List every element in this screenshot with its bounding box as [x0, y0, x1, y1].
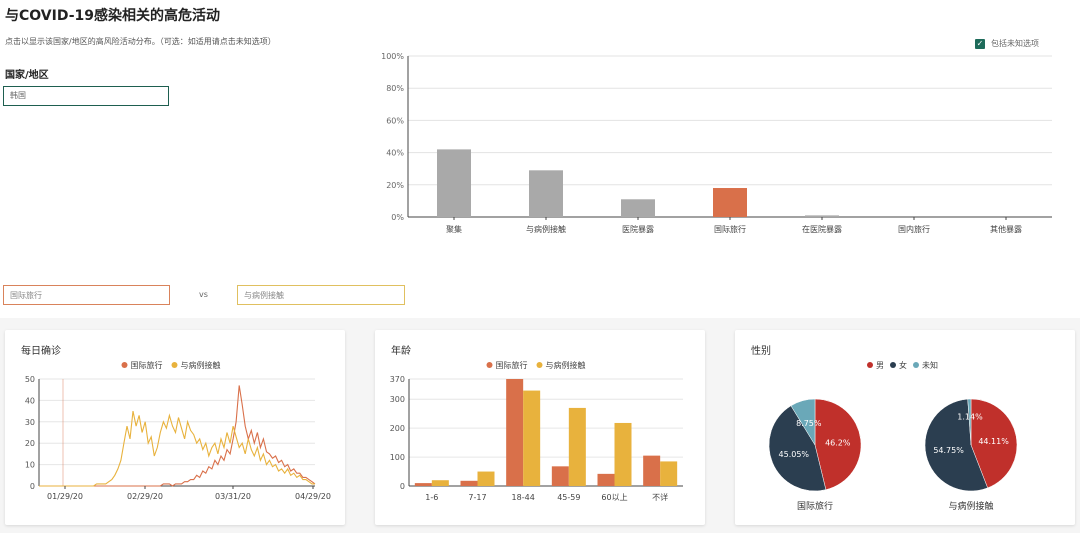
x-tick-label: 国际旅行: [714, 224, 746, 234]
y-tick-label: 40%: [386, 149, 404, 158]
legend-marker: [867, 362, 873, 368]
x-tick-label: 在医院暴露: [802, 224, 842, 234]
x-tick-label: 不详: [652, 492, 668, 502]
pie-value-label: 8.75%: [796, 419, 822, 428]
bar-1-4: [615, 423, 632, 486]
x-tick-label: 国内旅行: [898, 224, 930, 234]
x-tick-label: 7-17: [468, 493, 486, 502]
y-tick-label: 20%: [386, 181, 404, 190]
x-tick-label: 02/29/20: [127, 492, 163, 501]
x-tick-label: 1-6: [425, 493, 438, 502]
y-tick-label: 100: [390, 453, 405, 462]
y-tick-label: 20: [25, 439, 35, 448]
x-tick-label: 03/31/20: [215, 492, 251, 501]
x-tick-label: 医院暴露: [622, 224, 654, 234]
compare-select-left[interactable]: 国际旅行: [3, 285, 170, 305]
y-tick-label: 370: [390, 375, 405, 384]
legend-label: 女: [899, 360, 907, 370]
bar-2: [621, 199, 655, 217]
risk-activity-bar-chart: 0% 20% 40% 60% 80% 100% 聚集 与病例接触 医院暴露 国际旅行 在医院暴露 国内…: [380, 48, 1060, 278]
bar-1-2: [523, 391, 540, 486]
legend-marker: [913, 362, 919, 368]
top-panel: 与COVID-19感染相关的高危活动 点击以显示该国家/地区的高风险活动分布。（…: [0, 0, 1080, 318]
legend-label: 与病例接触: [181, 360, 221, 370]
bar-1-1: [478, 472, 495, 486]
pie-value-label: 45.05%: [779, 450, 810, 459]
gender-card: 性别 男 女 未知 46.2% 45.05% 8.75% 国际旅行 44.11% 54.75% 1…: [735, 330, 1075, 525]
x-tick-label: 聚集: [446, 224, 462, 234]
legend-marker: [122, 362, 128, 368]
y-tick-label: 200: [390, 424, 405, 433]
daily-confirmed-card: 每日确诊 国际旅行 与病例接触 0 10 20 30 40 50 01/29/20 02/29/2…: [5, 330, 345, 525]
y-tick-label: 40: [25, 396, 35, 405]
x-tick-label: 45-59: [557, 493, 580, 502]
pie-label: 与病例接触: [948, 500, 993, 512]
x-tick-label: 04/29/20: [295, 492, 331, 501]
legend-marker: [537, 362, 543, 368]
legend-label: 未知: [922, 360, 938, 370]
y-tick-label: 100%: [381, 52, 404, 61]
y-tick-label: 30: [25, 418, 35, 427]
age-card: 年龄 国际旅行 与病例接触 0 100 200 300 370 1-6 7-17 18-44 45-…: [375, 330, 705, 525]
bar-0-3: [552, 466, 569, 486]
x-tick-label: 60以上: [601, 493, 627, 502]
page-description: 点击以显示该国家/地区的高风险活动分布。（可选：如适用请点击未知选项）: [5, 36, 276, 47]
y-tick-label: 0: [30, 482, 35, 491]
x-tick-label: 01/29/20: [47, 492, 83, 501]
age-bar-chart: 国际旅行 与病例接触 0 100 200 300 370 1-6 7-17 18-44 45-59 6…: [375, 350, 705, 525]
bar-3: [713, 188, 747, 217]
x-tick-label: 与病例接触: [526, 224, 566, 234]
page-title: 与COVID-19感染相关的高危活动: [5, 5, 220, 25]
legend-marker: [890, 362, 896, 368]
pie-value-label: 44.11%: [978, 437, 1009, 446]
bar-0-4: [598, 474, 615, 486]
daily-confirmed-line-chart: 国际旅行 与病例接触 0 10 20 30 40 50 01/29/20 02/29/20 03/3…: [5, 350, 345, 525]
legend-label: 国际旅行: [131, 360, 163, 370]
bar-0-5: [643, 456, 660, 486]
country-label: 国家/地区: [5, 66, 49, 81]
vs-label: vs: [199, 290, 208, 299]
y-tick-label: 0: [400, 482, 405, 491]
y-tick-label: 50: [25, 375, 35, 384]
pie-value-label: 54.75%: [933, 446, 964, 455]
gender-pie-charts: 男 女 未知 46.2% 45.05% 8.75% 国际旅行 44.11% 54.75% 1.14…: [735, 350, 1075, 525]
bar-0-1: [461, 481, 478, 486]
pie-label: 国际旅行: [797, 500, 833, 512]
y-tick-label: 10: [25, 461, 35, 470]
y-tick-label: 80%: [386, 84, 404, 93]
x-tick-label: 其他暴露: [990, 224, 1022, 234]
bar-1-5: [660, 461, 677, 486]
y-tick-label: 60%: [386, 116, 404, 125]
legend-label: 国际旅行: [496, 360, 528, 370]
pie-value-label: 46.2%: [825, 438, 851, 447]
x-tick-label: 18-44: [512, 493, 535, 502]
bar-0-0: [415, 483, 432, 486]
checkbox-checked-icon[interactable]: ✓: [975, 39, 985, 49]
country-select[interactable]: 韩国: [3, 86, 169, 106]
bar-0-2: [506, 379, 523, 486]
y-tick-label: 0%: [391, 213, 404, 222]
bar-1: [529, 170, 563, 217]
legend-marker: [172, 362, 178, 368]
bar-0: [437, 149, 471, 217]
pie-value-label: 1.14%: [957, 413, 983, 422]
compare-select-right[interactable]: 与病例接触: [237, 285, 405, 305]
bar-1-0: [432, 480, 449, 486]
y-tick-label: 300: [390, 395, 405, 404]
legend-label: 与病例接触: [546, 360, 586, 370]
series-line-1: [39, 411, 315, 486]
bar-4: [805, 215, 839, 217]
bar-1-3: [569, 408, 586, 486]
legend-label: 男: [876, 361, 884, 370]
legend-marker: [487, 362, 493, 368]
